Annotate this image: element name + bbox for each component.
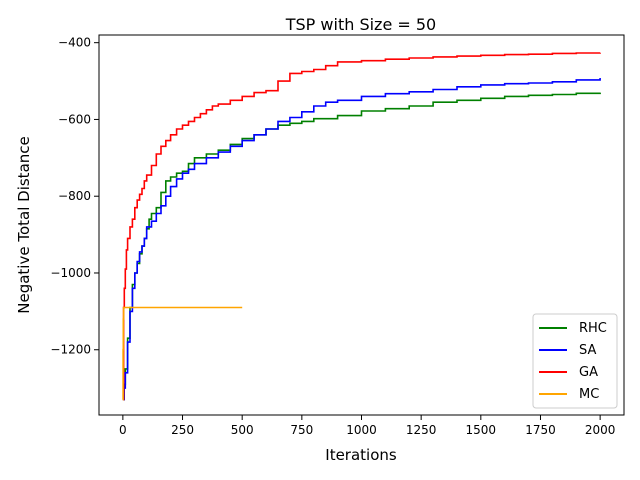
- x-tick-label: 1500: [466, 423, 497, 437]
- y-axis: −1200 −1000 −800 −600 −400: [50, 36, 99, 357]
- plot-area: [122, 52, 601, 401]
- x-tick-label: 250: [171, 423, 194, 437]
- y-tick-label: −1200: [50, 343, 91, 357]
- y-tick-label: −400: [58, 36, 91, 50]
- x-tick-label: 500: [231, 423, 254, 437]
- x-tick-label: 2000: [585, 423, 616, 437]
- legend-label-rhc: RHC: [579, 321, 607, 336]
- legend-box: [532, 313, 618, 409]
- series-line-ga: [122, 52, 601, 401]
- y-tick-label: −600: [58, 112, 91, 126]
- y-axis-label: Negative Total Distance: [15, 136, 33, 313]
- x-axis-label: Iterations: [325, 446, 397, 464]
- y-tick-label: −1000: [50, 266, 91, 280]
- x-tick-label: 1750: [525, 423, 556, 437]
- x-tick-label: 750: [290, 423, 313, 437]
- y-tick-label: −800: [58, 189, 91, 203]
- x-axis: 0 250 500 750 1000 1250 1500 1750 2000: [119, 415, 615, 437]
- series-line-sa: [122, 78, 601, 401]
- legend-label-mc: MC: [579, 387, 599, 402]
- chart-title: TSP with Size = 50: [285, 15, 436, 34]
- legend-label-ga: GA: [579, 365, 598, 380]
- x-tick-label: 0: [119, 423, 127, 437]
- legend-label-sa: SA: [579, 343, 596, 358]
- series-line-mc: [122, 306, 243, 401]
- legend: RHC SA GA MC: [532, 313, 618, 409]
- x-tick-label: 1250: [406, 423, 437, 437]
- x-tick-label: 1000: [346, 423, 377, 437]
